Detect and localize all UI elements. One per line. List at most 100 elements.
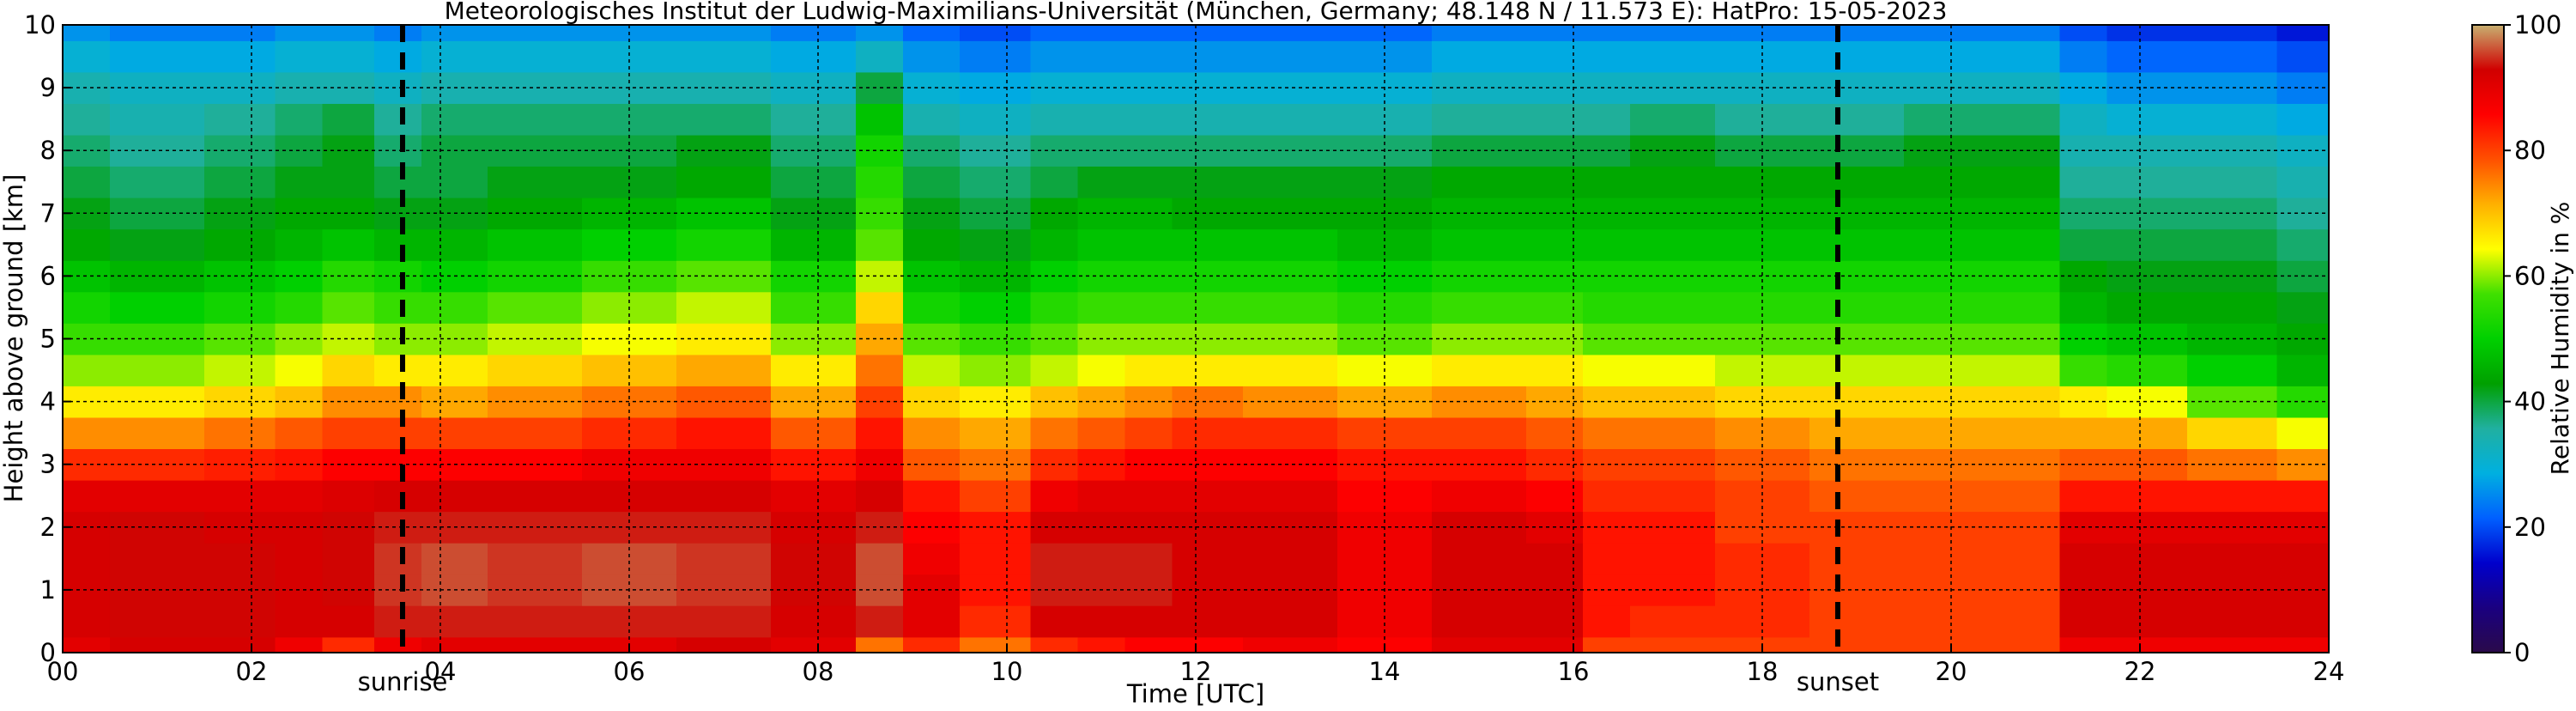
heatmap-cell — [488, 71, 583, 104]
heatmap-cell — [275, 480, 324, 513]
heatmap-cell — [1998, 354, 2061, 386]
colorbar-frame — [2471, 24, 2505, 653]
heatmap-cell — [771, 291, 857, 324]
heatmap-cell — [2276, 354, 2329, 386]
heatmap-cell — [903, 605, 961, 638]
heatmap-cell — [2187, 543, 2278, 575]
heatmap-cell — [1432, 166, 1527, 198]
heatmap-cell — [204, 354, 276, 386]
heatmap-cell — [1809, 291, 1905, 324]
heatmap-cell — [63, 354, 111, 386]
heatmap-cell — [1630, 636, 1716, 653]
heatmap-cell — [63, 228, 111, 261]
x-tick-label: 08 — [803, 657, 834, 686]
heatmap-cell — [1077, 166, 1126, 198]
heatmap-cell — [856, 40, 904, 73]
y-tick-label: 5 — [40, 325, 56, 354]
colorbar-tick-label: 60 — [2514, 261, 2546, 290]
heatmap-cell — [1030, 40, 1079, 73]
heatmap-cell — [1172, 480, 1244, 513]
y-tick-label: 1 — [40, 575, 56, 605]
heatmap-cell — [1583, 103, 1631, 136]
heatmap-cell — [63, 103, 111, 136]
heatmap-cell — [2187, 416, 2278, 449]
sunset-label: sunset — [1797, 667, 1879, 696]
heatmap-cell — [960, 166, 1032, 198]
heatmap-cell — [488, 166, 583, 198]
heatmap-cell — [322, 291, 375, 324]
heatmap-cell — [771, 166, 857, 198]
x-tick-label: 20 — [1936, 657, 1967, 686]
heatmap-cell — [2276, 103, 2329, 136]
heatmap-cell — [2106, 228, 2188, 261]
heatmap-cell — [1526, 416, 1584, 449]
heatmap-cell — [275, 543, 324, 575]
heatmap-cell — [1998, 228, 2061, 261]
heatmap-cell — [903, 40, 961, 73]
heatmap-cell — [2187, 25, 2278, 41]
heatmap-cell — [2187, 291, 2278, 324]
heatmap-cell — [1432, 291, 1527, 324]
heatmap-cell — [1526, 25, 1584, 41]
heatmap-cell — [110, 25, 205, 41]
heatmap-cell — [1630, 416, 1716, 449]
x-tick-label: 04 — [425, 657, 457, 686]
heatmap-cell — [903, 416, 961, 449]
heatmap-cell — [903, 166, 961, 198]
heatmap-cell — [488, 636, 583, 653]
heatmap-cell — [676, 40, 772, 73]
heatmap-cell — [1526, 480, 1584, 513]
heatmap-cell — [488, 543, 583, 575]
heatmap-cell — [856, 416, 904, 449]
heatmap-cell — [421, 228, 488, 261]
heatmap-cell — [1172, 416, 1244, 449]
heatmap-cell — [1077, 416, 1126, 449]
heatmap-cell — [322, 40, 375, 73]
heatmap-cell — [63, 543, 111, 575]
heatmap-cell — [1243, 480, 1338, 513]
heatmap-cell — [2059, 40, 2108, 73]
heatmap-cell — [2059, 416, 2108, 449]
heatmap-cell — [275, 636, 324, 653]
heatmap-cell — [903, 25, 961, 41]
heatmap-cell — [960, 40, 1032, 73]
heatmap-cell — [960, 480, 1032, 513]
heatmap-cell — [960, 228, 1032, 261]
heatmap-cell — [676, 543, 772, 575]
heatmap-cell — [1630, 25, 1716, 41]
heatmap-cell — [1124, 480, 1173, 513]
heatmap-cell — [1809, 354, 1905, 386]
heatmap-cell — [1432, 40, 1527, 73]
heatmap-cell — [1243, 260, 1338, 293]
x-tick-label: 16 — [1558, 657, 1590, 686]
heatmap-cell — [1077, 636, 1126, 653]
heatmap-cell — [63, 605, 111, 638]
heatmap-cell — [771, 480, 857, 513]
heatmap-cell — [322, 543, 375, 575]
heatmap-cell — [1809, 166, 1905, 198]
heatmap-cell — [110, 605, 205, 638]
heatmap-cell — [1243, 291, 1338, 324]
heatmap-cell — [421, 25, 488, 41]
heatmap-cell — [374, 543, 422, 575]
heatmap-cell — [676, 103, 772, 136]
heatmap-cell — [1030, 543, 1079, 575]
heatmap-cell — [903, 291, 961, 324]
heatmap-cell — [1124, 291, 1173, 324]
heatmap-cell — [771, 636, 857, 653]
x-axis-label: Time [UTC] — [1126, 679, 1264, 708]
heatmap-cell — [1030, 636, 1079, 653]
heatmap-cell — [374, 416, 422, 449]
heatmap-cell — [1630, 103, 1716, 136]
heatmap-cell — [771, 25, 857, 41]
heatmap-cell — [1124, 40, 1173, 73]
heatmap-cell — [2059, 25, 2108, 41]
heatmap-cell — [421, 480, 488, 513]
heatmap-cell — [1583, 480, 1631, 513]
heatmap-cell — [1630, 228, 1716, 261]
heatmap-cell — [2106, 354, 2188, 386]
heatmap-cell — [1583, 416, 1631, 449]
heatmap-cell — [1998, 480, 2061, 513]
